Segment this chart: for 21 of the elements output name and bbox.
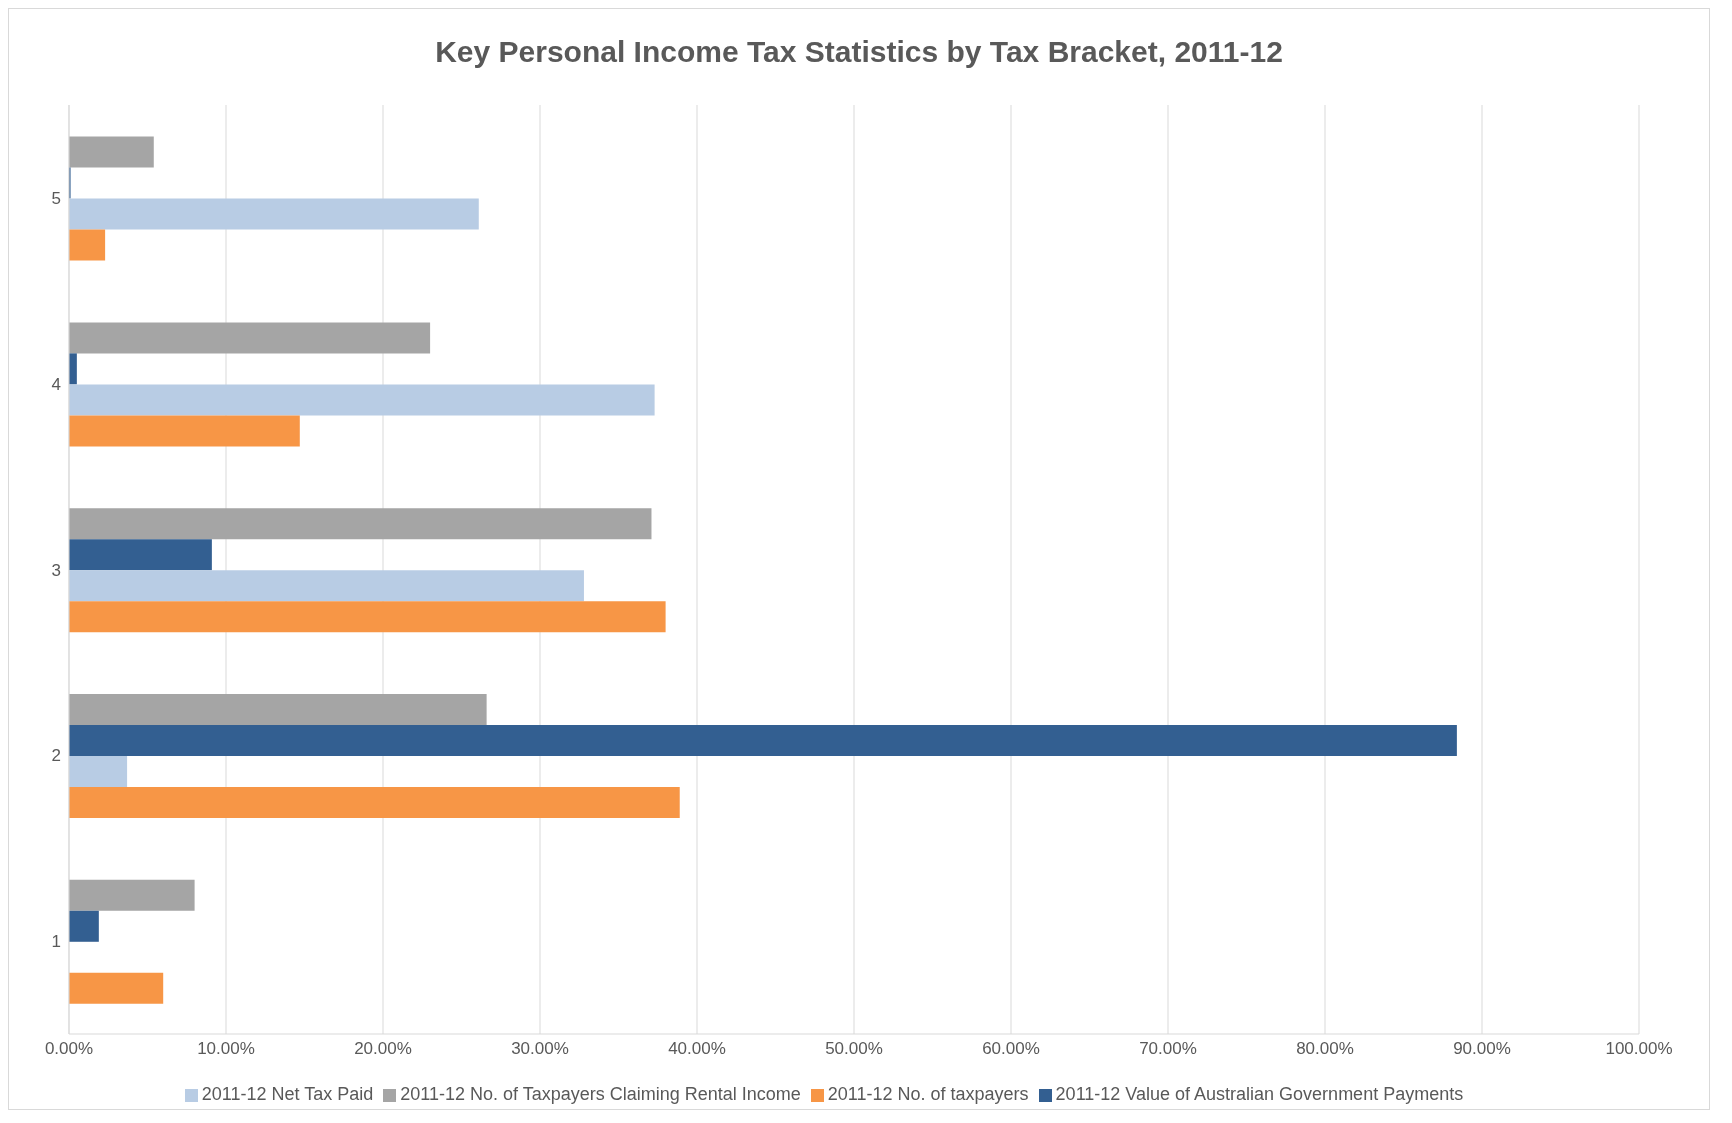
legend-label: 2011-12 No. of taxpayers — [827, 1084, 1029, 1104]
x-tick-label: 60.00% — [982, 1039, 1040, 1059]
x-tick-label: 10.00% — [197, 1039, 255, 1059]
legend-label: 2011-12 Value of Australian Government Payments — [1055, 1084, 1464, 1104]
x-tick-label: 90.00% — [1453, 1039, 1511, 1059]
y-tick-label: 1 — [51, 932, 61, 952]
legend-label: 2011-12 Net Tax Paid — [201, 1084, 374, 1104]
y-tick-label: 3 — [51, 560, 61, 580]
y-tick-label: 4 — [51, 374, 61, 394]
x-tick-label: 100.00% — [1605, 1039, 1673, 1059]
x-tick-label: 0.00% — [44, 1039, 94, 1059]
chart-title: Key Personal Income Tax Statistics by Tax Bracket, 2011-12 — [434, 34, 1284, 70]
y-tick-label: 5 — [51, 188, 61, 208]
legend-label: 2011-12 No. of Taxpayers Claiming Rental Income — [400, 1084, 801, 1104]
x-tick-label: 30.00% — [511, 1039, 569, 1059]
x-tick-label: 70.00% — [1139, 1039, 1197, 1059]
y-tick-label: 2 — [51, 746, 61, 766]
x-tick-label: 40.00% — [668, 1039, 726, 1059]
x-tick-label: 20.00% — [354, 1039, 412, 1059]
x-tick-label: 80.00% — [1296, 1039, 1354, 1059]
x-tick-label: 50.00% — [825, 1039, 883, 1059]
